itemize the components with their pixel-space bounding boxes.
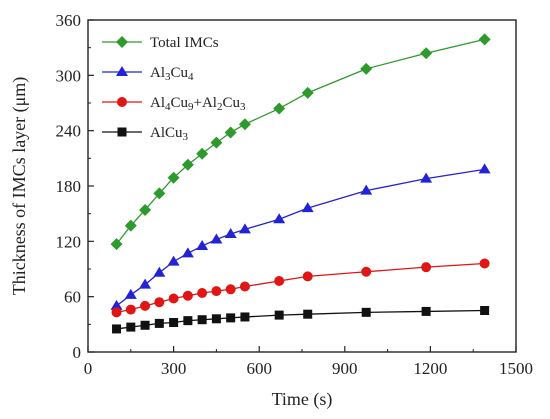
data-point: [167, 171, 180, 184]
legend-item: Total IMCs: [102, 35, 219, 51]
data-point: [361, 307, 371, 317]
data-point: [274, 310, 284, 320]
data-point: [224, 227, 237, 238]
data-point: [210, 233, 223, 244]
data-point: [478, 163, 491, 174]
x-tick-label: 1200: [413, 359, 447, 378]
data-point: [111, 307, 122, 318]
data-point: [301, 86, 314, 99]
x-tick-label: 900: [332, 359, 358, 378]
data-point: [273, 213, 286, 224]
legend-label: Al4Cu9+Al2Cu3: [150, 95, 246, 113]
x-tick-label: 1500: [499, 359, 533, 378]
legend-label: Al3Cu4: [150, 65, 194, 83]
legend-swatch-marker: [116, 36, 128, 48]
data-point: [420, 172, 433, 183]
data-point: [360, 62, 373, 75]
series: [110, 33, 491, 251]
x-axis-title: Time (s): [272, 389, 333, 410]
data-point: [169, 317, 179, 327]
data-point: [274, 275, 285, 286]
data-point: [361, 266, 372, 277]
data-point: [302, 271, 313, 282]
y-tick-label: 60: [64, 288, 81, 307]
series-layer: [110, 33, 491, 334]
data-point: [124, 288, 137, 299]
data-point: [239, 281, 250, 292]
data-point: [478, 33, 491, 46]
data-point: [110, 238, 123, 251]
data-point: [125, 304, 136, 315]
data-point: [183, 316, 193, 326]
data-point: [182, 290, 193, 301]
x-tick-label: 600: [246, 359, 272, 378]
data-point: [360, 184, 373, 195]
data-point: [139, 203, 152, 216]
data-point: [197, 287, 208, 298]
y-axis-title: Thickness of IMCs layer (μm): [9, 77, 30, 296]
data-point: [140, 320, 150, 330]
x-tick-label: 300: [161, 359, 187, 378]
data-point: [168, 293, 179, 304]
series: [111, 258, 490, 318]
series: [112, 306, 490, 334]
axis-ticks: 0 300 600 900 1200 1500 0 60 120 180 240 300 360: [56, 11, 534, 378]
data-point: [154, 297, 165, 308]
legend-swatch-marker: [117, 127, 127, 137]
data-point: [181, 158, 194, 171]
series-line: [116, 168, 485, 307]
data-point: [167, 255, 180, 266]
legend-label: Total IMCs: [150, 35, 219, 51]
data-point: [153, 187, 166, 200]
data-point: [110, 299, 123, 310]
data-point: [301, 202, 314, 213]
data-point: [238, 223, 251, 234]
data-point: [124, 219, 137, 232]
legend-item: Al4Cu9+Al2Cu3: [102, 95, 246, 113]
y-tick-label: 120: [56, 232, 82, 251]
data-point: [140, 300, 151, 311]
data-point: [225, 284, 236, 295]
y-tick-label: 180: [56, 177, 82, 196]
y-tick-label: 360: [56, 11, 82, 30]
data-point: [126, 322, 136, 332]
data-point: [196, 147, 209, 160]
data-point: [479, 258, 490, 269]
data-point: [211, 314, 221, 324]
data-point: [226, 313, 236, 323]
legend-item: AlCu3: [102, 125, 189, 143]
data-point: [480, 306, 490, 315]
data-point: [273, 102, 286, 115]
data-point: [181, 247, 194, 258]
data-point: [420, 47, 433, 60]
series: [110, 163, 491, 310]
data-point: [153, 266, 166, 277]
data-point: [139, 278, 152, 289]
legend: Total IMCs Al3Cu4 Al4Cu9+Al2Cu3 AlCu3: [102, 35, 246, 143]
data-point: [211, 286, 222, 297]
data-point: [210, 136, 223, 149]
data-point: [303, 309, 313, 319]
data-point: [240, 312, 250, 322]
data-point: [238, 118, 251, 131]
data-point: [112, 324, 122, 334]
y-tick-label: 300: [56, 66, 82, 85]
legend-item: Al3Cu4: [102, 65, 194, 83]
y-tick-label: 0: [73, 343, 82, 362]
data-point: [421, 262, 432, 273]
data-point: [421, 306, 431, 316]
legend-swatch-marker: [116, 66, 128, 76]
data-point: [196, 239, 209, 250]
x-tick-label: 0: [84, 359, 93, 378]
y-tick-label: 240: [56, 122, 82, 141]
legend-label: AlCu3: [150, 125, 189, 143]
data-point: [154, 318, 164, 328]
data-point: [197, 315, 207, 325]
data-point: [224, 126, 237, 139]
legend-swatch-marker: [117, 97, 127, 107]
